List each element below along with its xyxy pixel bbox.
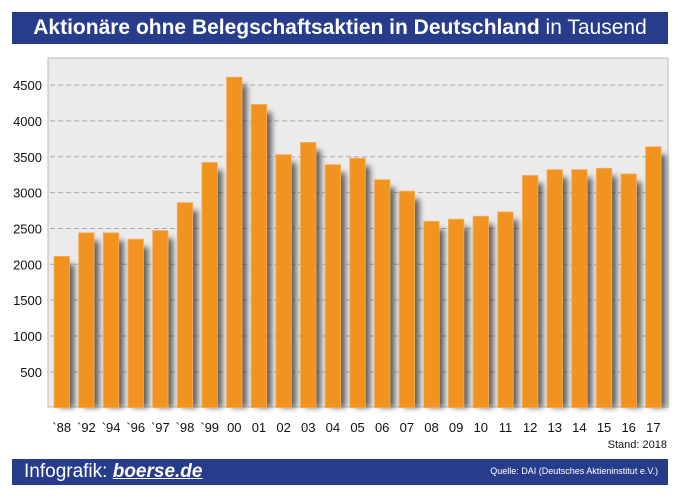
x-tick-label: `96	[126, 420, 145, 435]
bar	[250, 104, 268, 409]
bar	[201, 162, 218, 409]
y-tick-label: 1500	[13, 293, 42, 308]
x-tick-label: 11	[499, 420, 513, 435]
source-label: Quelle: DAI (Deutsches Aktieninstitut e.…	[490, 466, 658, 476]
bar	[571, 169, 588, 409]
bar	[226, 76, 243, 409]
x-tick-label: 15	[597, 420, 611, 435]
bar	[127, 238, 144, 409]
x-tick-label: `99	[200, 420, 219, 435]
bar	[102, 232, 120, 409]
x-tick-label: 16	[621, 420, 635, 435]
infografik-label: Infografik: boerse.de	[24, 460, 202, 484]
chart-title: Aktionäre ohne Belegschaftsaktien in Deu…	[12, 12, 668, 44]
bar	[423, 220, 440, 409]
x-tick-label: 00	[227, 420, 241, 435]
x-tick-label: 08	[424, 420, 438, 435]
y-tick-label: 4500	[13, 78, 42, 93]
y-tick-label: 2000	[13, 257, 42, 272]
bar	[300, 142, 317, 409]
x-tick-label: 02	[276, 420, 290, 435]
y-tick-label: 3500	[13, 150, 42, 165]
y-tick-label: 500	[20, 365, 42, 380]
bar	[176, 202, 194, 409]
stand-label: Stand: 2018	[607, 439, 667, 451]
x-tick-label: 04	[326, 420, 340, 435]
y-tick-label: 1000	[13, 329, 42, 344]
bar	[78, 232, 95, 409]
footer-banner: Infografik: boerse.de Quelle: DAI (Deuts…	[12, 459, 668, 485]
x-tick-label: 07	[400, 420, 414, 435]
bar	[620, 173, 637, 409]
bar	[497, 211, 514, 409]
x-tick-label: 10	[474, 420, 488, 435]
x-tick-label: 12	[523, 420, 537, 435]
x-tick-label: `97	[151, 420, 170, 435]
bar	[349, 157, 366, 409]
title-unit: in Tausend	[545, 16, 647, 39]
y-tick-label: 4000	[13, 114, 42, 129]
x-tick-label: 14	[572, 420, 586, 435]
x-tick-label: 01	[252, 420, 266, 435]
bar	[374, 179, 391, 409]
x-tick-label: 05	[350, 420, 364, 435]
bar	[53, 256, 70, 409]
x-tick-label: `98	[176, 420, 195, 435]
x-tick-label: 13	[548, 420, 562, 435]
title-bold: Aktionäre ohne Belegschaftsaktien in Deu…	[33, 16, 540, 39]
bar	[521, 174, 539, 409]
bar	[324, 164, 342, 409]
x-tick-label: `88	[52, 420, 71, 435]
x-tick-label: 03	[301, 420, 315, 435]
y-tick-label: 2500	[13, 221, 42, 236]
bar	[645, 146, 662, 409]
bar	[595, 167, 613, 409]
x-tick-label: 09	[449, 420, 463, 435]
bar	[275, 154, 292, 409]
bar	[152, 230, 169, 409]
x-tick-label: `94	[102, 420, 121, 435]
bar	[472, 215, 489, 409]
infografik-text: Infografik:	[24, 461, 108, 482]
y-tick-label: 3000	[13, 186, 42, 201]
bar	[447, 218, 465, 409]
x-tick-label: 17	[646, 420, 660, 435]
bar	[398, 190, 416, 409]
bar	[546, 169, 563, 409]
brand-logo[interactable]: boerse.de	[112, 461, 203, 482]
x-tick-label: `92	[77, 420, 96, 435]
x-tick-label: 06	[375, 420, 389, 435]
